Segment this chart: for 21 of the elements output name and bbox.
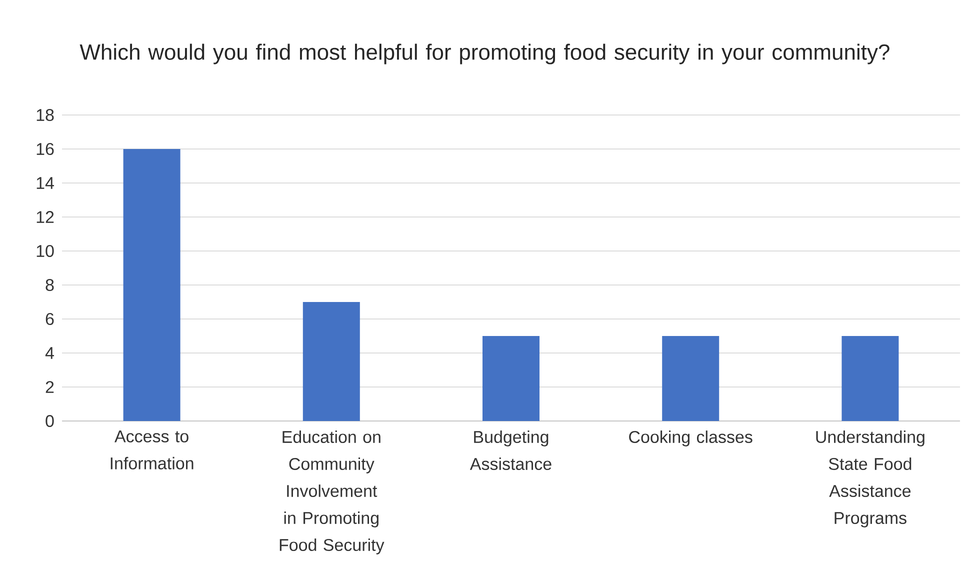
bar <box>662 336 720 421</box>
bar <box>482 336 540 421</box>
bar <box>842 336 899 421</box>
x-tick-label: Education on Community Involvement in Promoting Food Security <box>280 430 384 554</box>
y-tick-label: 6 <box>46 312 54 326</box>
x-tick-label: Access to Information <box>110 430 194 470</box>
y-tick-label: 12 <box>36 211 54 223</box>
chart-title: Which would you find most helpful for promoting food security in your community? <box>80 44 890 64</box>
bar <box>302 302 360 421</box>
y-tick-label: 16 <box>36 142 54 156</box>
x-tick-label: Budgeting Assistance <box>470 430 552 470</box>
y-tick-label: 14 <box>36 177 54 189</box>
y-tick-label: 8 <box>46 278 54 292</box>
y-tick-label: 0 <box>46 414 54 428</box>
y-tick-label: 2 <box>46 381 54 393</box>
x-tick-label: Cooking classes <box>629 430 752 446</box>
y-tick-label: 4 <box>45 347 54 359</box>
y-tick-label: 18 <box>36 108 54 122</box>
x-tick-label: Understanding State Food Assistance Programs <box>816 430 924 528</box>
y-tick-label: 10 <box>36 244 54 258</box>
bar <box>123 148 180 421</box>
